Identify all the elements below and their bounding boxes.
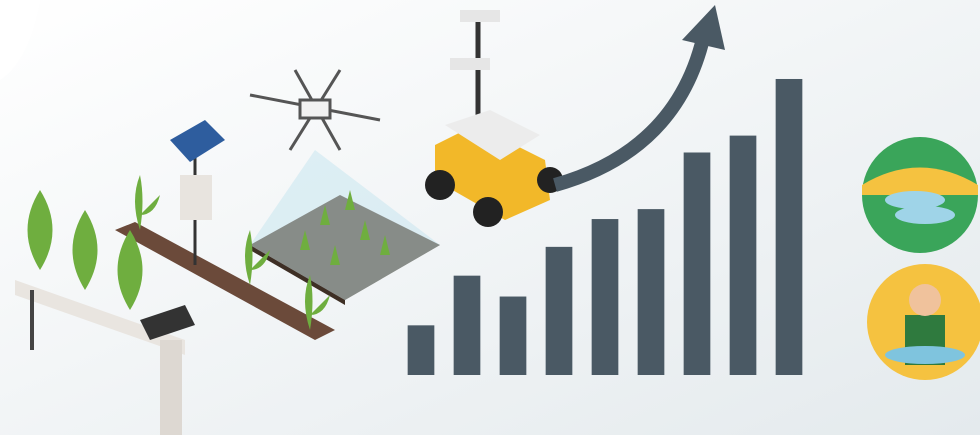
- plants: [27, 175, 390, 330]
- bar: [775, 78, 803, 375]
- bar: [683, 152, 711, 375]
- fish-badge: [862, 137, 978, 253]
- bar: [637, 209, 665, 375]
- growth-arrow: [553, 28, 712, 192]
- arrow-head: [682, 5, 725, 50]
- soil-row: [115, 195, 440, 340]
- robot: [425, 10, 563, 227]
- rack: [15, 280, 195, 435]
- farmer-badge: [867, 264, 980, 380]
- scan-cone: [250, 150, 440, 300]
- bar: [453, 275, 481, 375]
- corner-shape: [0, 0, 40, 80]
- drone: [249, 69, 381, 151]
- bar: [407, 325, 435, 375]
- bar: [729, 135, 757, 375]
- bar: [499, 296, 527, 375]
- bar: [545, 246, 573, 375]
- bar: [591, 219, 619, 375]
- solar-sensor: [170, 120, 225, 265]
